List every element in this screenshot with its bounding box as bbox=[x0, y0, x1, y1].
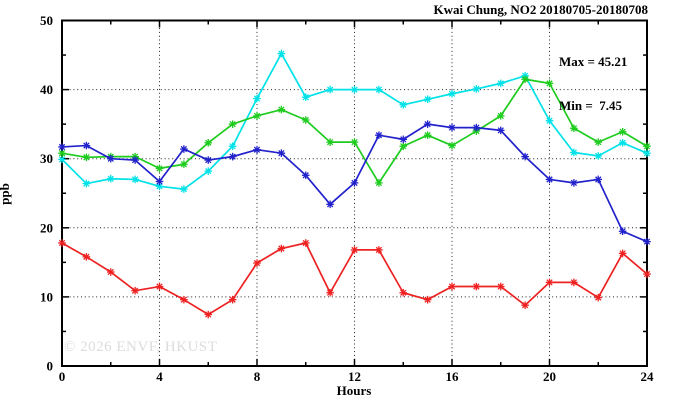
x-axis-label: Hours bbox=[336, 383, 372, 398]
y-axis-label: ppb bbox=[0, 183, 12, 205]
series-cyan-line bbox=[58, 49, 651, 193]
y-tick-label: 0 bbox=[47, 359, 54, 374]
stats-annotation: Max = 45.21 Min = 7.45 bbox=[559, 26, 627, 142]
series-blue-line bbox=[58, 120, 651, 246]
x-tick-label: 20 bbox=[543, 369, 556, 384]
y-tick-label: 20 bbox=[40, 220, 53, 235]
x-tick-label: 16 bbox=[446, 369, 460, 384]
max-value-label: Max = 45.21 bbox=[559, 54, 628, 69]
y-tick-label: 10 bbox=[40, 289, 53, 304]
min-value-label: Min = 7.45 bbox=[559, 97, 623, 113]
x-tick-label: 4 bbox=[156, 369, 163, 384]
series-red-line bbox=[58, 239, 651, 319]
x-tick-label: 24 bbox=[641, 369, 655, 384]
y-tick-label: 30 bbox=[40, 151, 53, 166]
chart-title: Kwai Chung, NO2 20180705-20180708 bbox=[433, 2, 648, 17]
y-tick-labels: 0 10 20 30 40 50 bbox=[40, 13, 53, 374]
series-cyan-line-markers bbox=[58, 49, 651, 193]
watermark: © 2026 ENVF, HKUST bbox=[64, 339, 218, 355]
x-tick-labels: 0 4 8 12 16 20 24 bbox=[59, 369, 654, 384]
x-tick-label: 8 bbox=[254, 369, 261, 384]
gridlines bbox=[62, 20, 647, 366]
x-tick-label: 0 bbox=[59, 369, 66, 384]
y-tick-label: 40 bbox=[40, 82, 53, 97]
axis-ticks bbox=[61, 19, 648, 367]
series-red-line-markers bbox=[58, 239, 651, 319]
series-blue-line-markers bbox=[58, 120, 651, 246]
y-tick-label: 50 bbox=[40, 13, 53, 28]
x-tick-label: 12 bbox=[348, 369, 361, 384]
